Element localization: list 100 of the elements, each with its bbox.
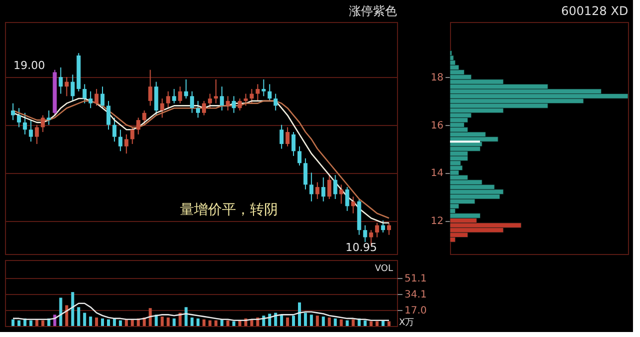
annotation: 量增价平，转阴 xyxy=(180,202,278,218)
bar xyxy=(370,321,373,326)
candlestick xyxy=(238,98,242,111)
bar xyxy=(376,321,379,326)
annotation: 19.00 xyxy=(14,59,45,72)
y-tick-label: 34.1 xyxy=(404,289,427,300)
bar xyxy=(65,305,68,326)
annotation: VOL xyxy=(374,264,393,274)
candlestick xyxy=(160,98,164,118)
bar xyxy=(208,320,212,326)
candlestick xyxy=(250,88,254,104)
candlestick xyxy=(46,110,51,126)
chart-title: 涨停紫色 xyxy=(349,4,397,18)
candlestick xyxy=(262,78,266,97)
bar xyxy=(226,320,230,326)
line-series xyxy=(12,302,390,321)
bar xyxy=(106,319,110,326)
y-tick-label: 12 xyxy=(430,216,444,228)
bar xyxy=(160,316,164,326)
candlestick xyxy=(363,224,368,243)
candlestick xyxy=(130,126,134,144)
bar xyxy=(59,298,62,326)
bar xyxy=(101,318,104,326)
bar xyxy=(196,318,200,326)
candlestick xyxy=(10,102,15,121)
candlestick xyxy=(214,78,218,104)
bar xyxy=(77,307,80,326)
candlestick xyxy=(40,114,45,133)
bar xyxy=(202,319,206,326)
candlestick xyxy=(339,184,344,204)
candlestick xyxy=(172,88,176,104)
bar xyxy=(118,320,122,326)
candlestick xyxy=(82,84,87,104)
chart-title: 600128 XD xyxy=(561,4,628,18)
bar xyxy=(83,312,86,326)
bar xyxy=(364,320,367,326)
candlestick xyxy=(16,108,21,128)
bar xyxy=(89,316,92,326)
bar xyxy=(95,318,98,326)
bar xyxy=(130,319,134,326)
y-tick-label: 14 xyxy=(430,168,444,180)
bar xyxy=(250,319,254,326)
bar xyxy=(214,320,218,326)
bar xyxy=(388,321,391,326)
annotation: 10.95 xyxy=(346,241,377,254)
candlestick xyxy=(70,74,75,102)
bar xyxy=(352,319,355,326)
candlestick xyxy=(286,126,290,147)
candlestick xyxy=(124,134,128,154)
candlestick xyxy=(297,146,302,166)
bar xyxy=(190,318,194,326)
candlestick xyxy=(345,186,350,212)
bar xyxy=(124,319,128,326)
candlestick xyxy=(94,88,99,106)
candlestick xyxy=(280,124,284,150)
bar xyxy=(220,319,224,326)
candlestick xyxy=(292,132,296,156)
candlestick xyxy=(387,222,392,236)
bar xyxy=(17,320,20,326)
candlestick xyxy=(321,176,326,202)
candlestick xyxy=(154,81,158,116)
candlestick xyxy=(28,120,33,142)
candlestick xyxy=(244,93,248,106)
bar xyxy=(328,318,331,326)
candlestick xyxy=(303,158,308,190)
bar xyxy=(334,318,337,326)
candlestick xyxy=(220,86,224,111)
candlestick xyxy=(142,110,146,126)
bar xyxy=(280,314,284,326)
candlestick xyxy=(34,124,39,144)
text: X万 xyxy=(399,318,414,328)
bar xyxy=(340,319,343,326)
bar xyxy=(298,302,301,326)
candlestick xyxy=(148,69,152,106)
bar xyxy=(112,318,116,326)
candlestick xyxy=(381,220,386,233)
candlestick xyxy=(22,112,27,135)
bar xyxy=(166,318,170,326)
candlestick xyxy=(232,96,236,114)
bar xyxy=(292,316,296,326)
candlestick xyxy=(166,90,170,109)
y-tick-label: 17.0 xyxy=(404,305,427,316)
y-tick-label: 16 xyxy=(430,120,444,132)
candlestick xyxy=(351,196,356,214)
bar xyxy=(148,308,152,326)
candlestick xyxy=(196,100,200,118)
candlestick xyxy=(100,86,105,109)
candlestick xyxy=(106,100,110,130)
bar xyxy=(172,318,176,326)
candlestick xyxy=(88,90,93,109)
candlestick xyxy=(208,93,212,109)
candlestick xyxy=(309,172,314,202)
y-tick-label: 51.1 xyxy=(404,273,427,284)
bar xyxy=(29,320,32,326)
candlestick xyxy=(256,84,260,102)
bar xyxy=(286,318,290,326)
candlestick xyxy=(58,66,63,94)
bar xyxy=(232,321,236,326)
bar xyxy=(11,319,14,326)
bar xyxy=(35,319,38,326)
